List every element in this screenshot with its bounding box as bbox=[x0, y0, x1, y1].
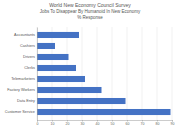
tick: 50 bbox=[111, 120, 115, 126]
tick-label: 20 bbox=[66, 122, 70, 126]
bar bbox=[37, 76, 85, 82]
tick: 10 bbox=[51, 120, 55, 126]
tick: 20 bbox=[66, 120, 70, 126]
axis-line bbox=[37, 28, 38, 121]
bar bbox=[37, 109, 171, 115]
x-axis: 0 10 20 30 40 50 60 70 80 90 bbox=[37, 120, 175, 126]
tick: Telemarketers bbox=[11, 77, 37, 81]
tick-label: 60 bbox=[126, 122, 130, 126]
tick-label: 80 bbox=[156, 122, 160, 126]
y-axis: Accountants Cashiers Drivers Clerks Telemark… bbox=[5, 28, 38, 121]
grid-line bbox=[52, 27, 53, 120]
grid-line bbox=[67, 27, 68, 120]
grid bbox=[37, 27, 172, 120]
tick-label: 70 bbox=[141, 122, 145, 126]
category-label: Factory Workers bbox=[7, 88, 35, 92]
plot: 0 10 20 30 40 50 60 70 80 90 Accountants Cashiers Dr… bbox=[5, 27, 175, 126]
grid-line bbox=[172, 27, 173, 120]
chart: World New Economy Council SurveyJobs To … bbox=[0, 0, 180, 130]
grid-line bbox=[82, 27, 83, 120]
category-label: Drivers bbox=[23, 55, 35, 59]
tick: 90 bbox=[171, 120, 175, 126]
category-label: Data Entry bbox=[17, 99, 35, 103]
tick: Data Entry bbox=[17, 99, 37, 103]
tick: 80 bbox=[156, 120, 160, 126]
tick: Drivers bbox=[23, 55, 37, 59]
tick-label: 0 bbox=[37, 122, 39, 126]
bars bbox=[37, 32, 171, 115]
category-label: Telemarketers bbox=[11, 77, 35, 81]
tick: Factory Workers bbox=[7, 88, 37, 92]
grid-line bbox=[142, 27, 143, 120]
grid-line bbox=[127, 27, 128, 120]
category-label: Customer Service bbox=[5, 110, 35, 114]
tick: 0 bbox=[37, 120, 39, 126]
category-label: Cashiers bbox=[20, 44, 35, 48]
tick: 40 bbox=[96, 120, 100, 126]
title: World New Economy Council Survey bbox=[49, 2, 131, 8]
tick-label: 30 bbox=[81, 122, 85, 126]
tick-label: 40 bbox=[96, 122, 100, 126]
grid-line bbox=[37, 27, 38, 120]
tick-label: 50 bbox=[111, 122, 115, 126]
tick: 30 bbox=[81, 120, 85, 126]
category-label: Clerks bbox=[24, 66, 35, 70]
tick: 70 bbox=[141, 120, 145, 126]
grid-line bbox=[157, 27, 158, 120]
grid-line bbox=[112, 27, 113, 120]
axis-line bbox=[38, 121, 173, 122]
tick: Accountants bbox=[14, 33, 37, 37]
subtitle: % Response bbox=[77, 15, 103, 20]
bar bbox=[37, 65, 76, 71]
subtitle: Jobs To Disappear By Humanoid In New Eco… bbox=[40, 9, 141, 14]
bar bbox=[37, 43, 55, 49]
tick: Cashiers bbox=[20, 44, 37, 48]
bar bbox=[37, 87, 102, 93]
bar bbox=[37, 54, 69, 60]
bar bbox=[37, 98, 126, 104]
tick-label: 10 bbox=[51, 122, 55, 126]
grid-line bbox=[97, 27, 98, 120]
tick: 60 bbox=[126, 120, 130, 126]
tick-label: 90 bbox=[171, 122, 175, 126]
tick: Clerks bbox=[24, 66, 37, 70]
tick: Customer Service bbox=[5, 110, 37, 114]
category-label: Accountants bbox=[14, 33, 35, 37]
bar bbox=[37, 32, 79, 38]
